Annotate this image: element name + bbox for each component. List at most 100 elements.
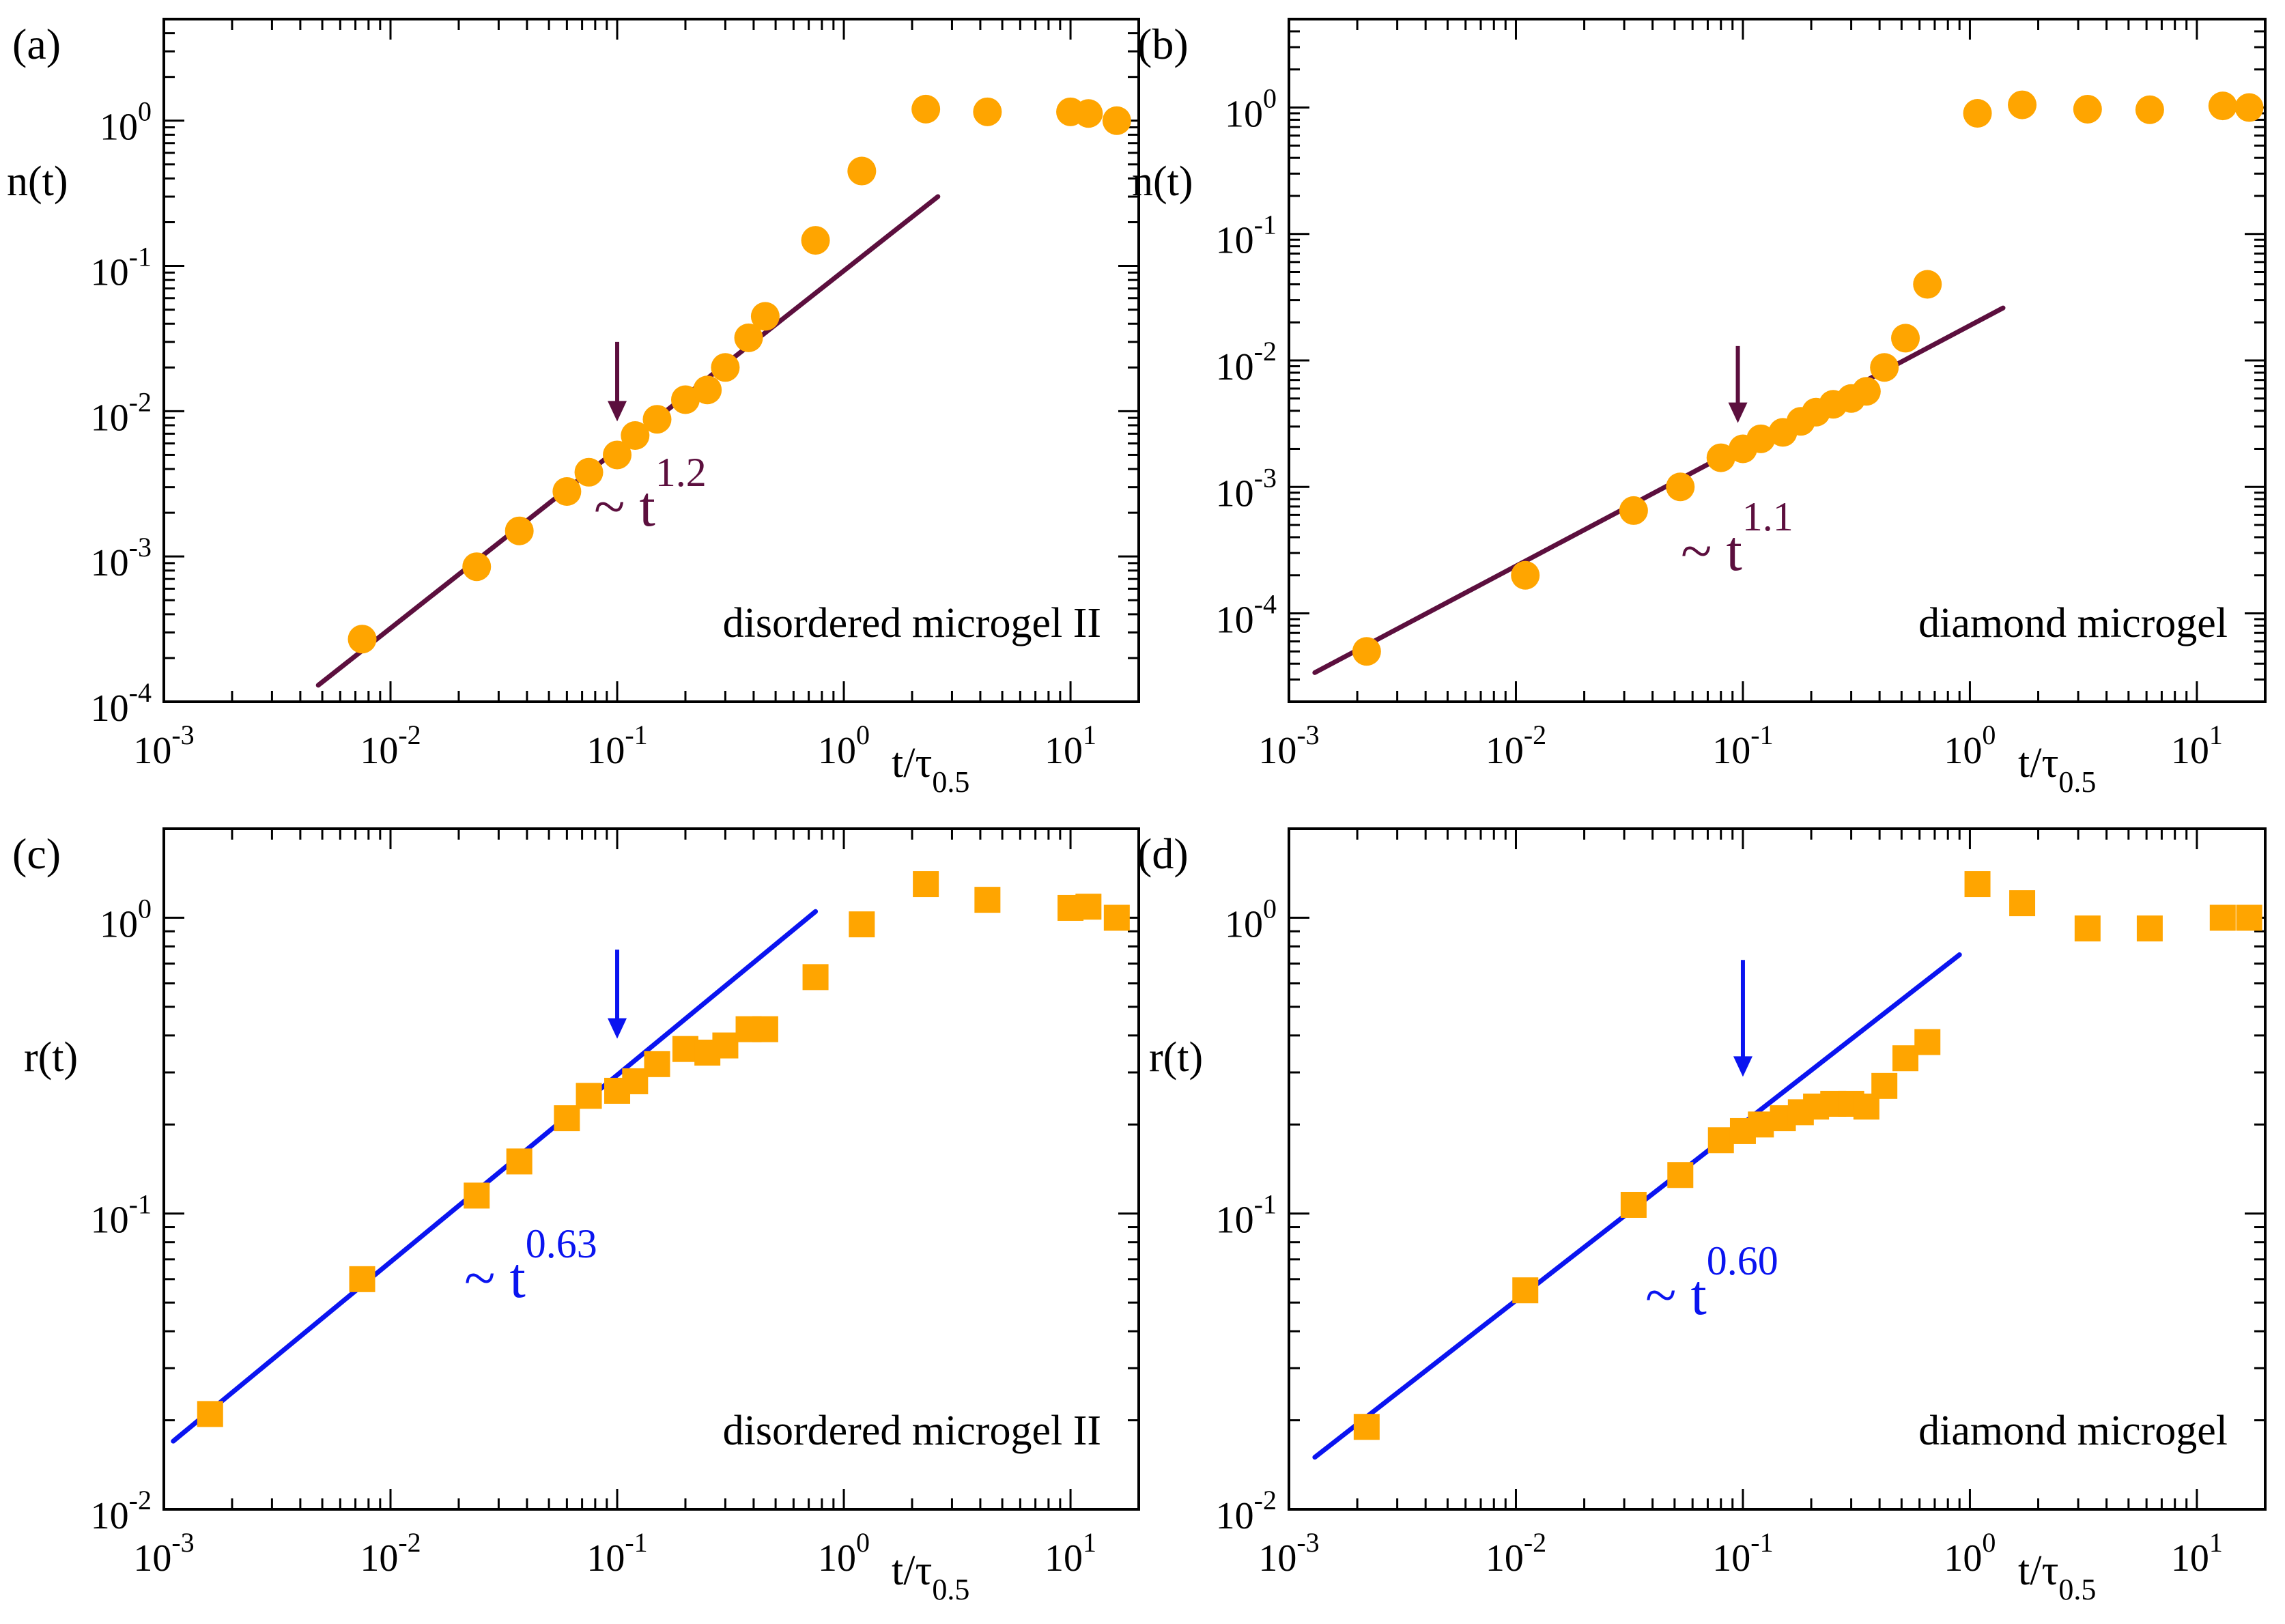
data-point [1102,106,1131,135]
x-tick-base: 10 [2171,730,2209,772]
y-tick-base: 10 [91,397,129,439]
x-tick-label: 101 [1045,1527,1096,1580]
panel-annotation: diamond microgel [1918,600,2228,646]
y-tick-label: 10-1 [91,1189,152,1242]
y-tick-exponent: -3 [1254,462,1277,493]
x-tick-exponent: -1 [1750,720,1773,750]
data-point [464,1182,490,1209]
y-tick-base: 10 [1216,1199,1254,1242]
arrow-head [608,401,627,422]
x-tick-base: 10 [360,1537,398,1580]
x-tick-exponent: -2 [1524,720,1546,750]
data-point [2135,95,2164,124]
x-axis-label: t/τ0.5 [2018,1548,2096,1606]
data-point [672,1036,698,1062]
y-tick-exponent: 0 [1263,893,1277,924]
y-tick-base: 10 [1225,93,1263,135]
panel-label: (b) [1137,20,1189,68]
fit-label-exponent: 1.1 [1742,494,1793,539]
panel-a: 10-3 10-2 10-1 100 10110-410-310-210-1100(a)… [7,18,1140,799]
panel-label: (c) [12,829,61,878]
fit-label-base: ~ t [1681,519,1742,583]
x-axis-label-base: t/τ [2018,1548,2058,1594]
data-point [1103,904,1130,931]
data-point [603,440,632,470]
x-axis-label-base: t/τ [892,1548,932,1594]
y-tick-exponent: -1 [1254,1189,1277,1220]
x-tick-exponent: 1 [2209,720,2223,750]
y-tick-base: 10 [91,1495,129,1537]
y-tick-label: 100 [1225,893,1277,945]
data-point [1619,496,1648,525]
data-point [2234,93,2264,122]
data-point [506,1148,533,1175]
x-axis-label-subscript: 0.5 [932,765,969,799]
fit-label-exponent: 1.2 [655,450,707,495]
power-law-fit-line [1312,305,2006,675]
x-tick-label: 10-3 [1258,720,1319,772]
y-tick-label: 10-1 [1216,210,1277,262]
data-point [576,1083,602,1109]
data-point [973,97,1002,126]
fit-label: ~ t1.1 [1681,494,1793,583]
data-point [1870,353,1899,382]
x-axis-label: t/τ0.5 [892,1548,969,1606]
data-point [734,323,763,352]
y-tick-label: 10-3 [91,532,152,584]
data-point [750,302,780,331]
data-point [1748,1111,1774,1138]
data-point [2208,91,2237,121]
y-axis-label: r(t) [1149,1034,1203,1081]
fit-label: ~ t0.63 [464,1221,597,1310]
panel-d: 10-3 10-2 10-1 100 10110-210-1100(d)r(t)t/τ0… [1137,827,2267,1606]
x-tick-base: 10 [818,1537,856,1580]
fit-label: ~ t1.2 [594,450,707,539]
data-point [1074,99,1103,128]
x-tick-base: 10 [1944,730,1982,772]
y-tick-label: 100 [1225,83,1277,135]
x-tick-base: 10 [360,730,398,772]
fit-label-exponent: 0.63 [526,1221,597,1266]
data-point [554,1105,580,1132]
plot-frame [162,18,1140,703]
y-tick-label: 100 [100,96,152,149]
x-tick-label: 10-3 [133,720,194,772]
data-point [621,421,650,451]
x-axis-label-base: t/τ [2018,740,2058,786]
y-tick-label: 100 [100,893,152,945]
data-point [847,156,877,186]
power-law-fit-line [171,909,819,1444]
x-tick-label: 100 [818,1527,870,1580]
data-point [642,405,672,434]
y-tick-label: 10-1 [1216,1189,1277,1242]
panel-annotation: disordered microgel II [723,1408,1101,1454]
x-tick-exponent: -1 [1750,1527,1773,1558]
x-tick-label: 10-1 [1712,720,1773,772]
plot-frame [1288,18,2267,703]
y-tick-base: 10 [91,1199,129,1242]
data-point [505,516,534,545]
y-tick-exponent: -2 [1254,1485,1277,1515]
x-tick-label: 100 [1944,720,1996,772]
y-tick-label: 10-2 [91,1485,152,1537]
y-tick-exponent: 0 [1263,83,1277,113]
data-point [2236,904,2262,931]
x-axis-label: t/τ0.5 [2018,740,2096,799]
x-tick-exponent: -2 [398,720,421,750]
data-point [1706,443,1735,472]
data-point [2073,94,2102,124]
panel-c: 10-3 10-2 10-1 100 10110-210-1100(c)r(t)t/τ0… [12,827,1140,1606]
y-tick-base: 10 [91,252,129,294]
fit-label-base: ~ t [594,475,655,539]
data-point [711,353,740,382]
data-point [1871,1072,1898,1099]
y-tick-exponent: 0 [138,893,152,924]
data-point [1892,1045,1919,1072]
data-point [802,964,829,991]
fit-label-base: ~ t [464,1247,526,1310]
y-tick-exponent: -2 [129,1485,152,1515]
panel-label: (d) [1137,829,1189,878]
x-tick-base: 10 [1486,730,1524,772]
y-tick-base: 10 [1225,903,1263,945]
x-tick-exponent: -3 [1296,720,1319,750]
